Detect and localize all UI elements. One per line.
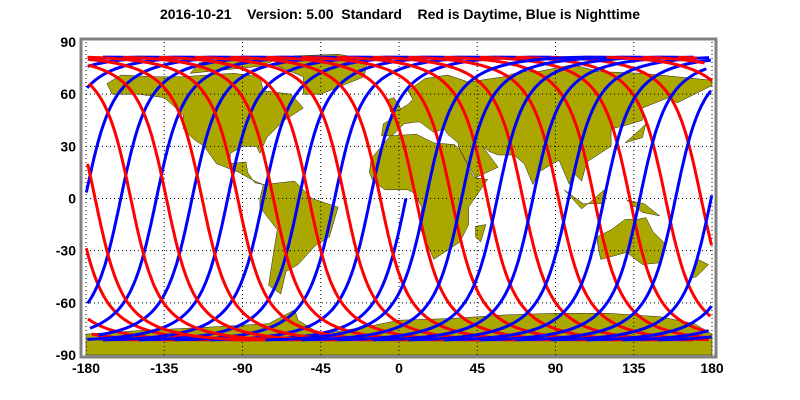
x-tick-label: 45 (469, 360, 485, 376)
y-tick-label: 90 (60, 34, 76, 50)
daytime-track (479, 55, 709, 334)
nighttime-track (336, 55, 678, 342)
daytime-track (86, 163, 266, 342)
daytime-track (87, 57, 373, 342)
y-tick-label: 0 (68, 191, 76, 207)
nighttime-track (87, 55, 409, 341)
daytime-track (550, 55, 714, 246)
y-tick-label: 30 (60, 138, 76, 154)
y-axis-ticks: 90 60 30 0 -30 -60 -90 (56, 34, 76, 363)
daytime-track (230, 55, 551, 342)
x-tick-label: 180 (700, 360, 724, 376)
daytime-track (158, 55, 480, 342)
orbit-tracks (84, 55, 714, 342)
x-tick-label: -90 (232, 360, 252, 376)
x-tick-label: 135 (622, 360, 646, 376)
plot-title: 2016-10-21 Version: 5.00 Standard Red is… (159, 6, 641, 22)
daytime-track (87, 82, 302, 342)
y-tick-label: -30 (56, 243, 76, 259)
land-eurasia (381, 64, 713, 186)
land-antarctica (85, 309, 713, 356)
nighttime-track (301, 55, 643, 342)
daytime-track (301, 55, 623, 342)
daytime-track (87, 63, 337, 342)
x-tick-label: -45 (311, 360, 331, 376)
daytime-track (642, 55, 705, 65)
nighttime-track (657, 335, 712, 342)
x-tick-label: 90 (548, 360, 564, 376)
land-madagascar (475, 224, 487, 243)
daytime-track (194, 55, 516, 342)
nighttime-track (89, 55, 338, 330)
x-tick-label: -135 (150, 360, 178, 376)
nighttime-track (479, 67, 707, 342)
y-tick-label: -90 (56, 347, 76, 363)
daytime-track (84, 247, 246, 342)
daytime-track (515, 55, 712, 318)
nighttime-track (515, 89, 712, 342)
nighttime-track (550, 195, 714, 342)
daytime-track (265, 55, 587, 342)
nighttime-track (245, 198, 408, 342)
daytime-track (677, 55, 697, 60)
y-tick-label: 60 (60, 86, 76, 102)
nighttime-track (443, 58, 712, 342)
nighttime-track (408, 56, 710, 342)
nighttime-track (586, 305, 713, 342)
daytime-track (87, 55, 409, 342)
x-axis-ticks: -180 -135 -90 -45 0 45 90 135 180 (72, 360, 724, 376)
plot-frame (79, 37, 718, 359)
nighttime-track (98, 55, 373, 337)
land-japan (624, 122, 647, 144)
nighttime-track (84, 55, 266, 193)
x-tick-label: 0 (395, 360, 403, 376)
x-tick-label: -180 (72, 360, 100, 376)
daytime-track (606, 55, 713, 82)
land-sumatra-borneo (564, 189, 605, 210)
daytime-track (123, 55, 444, 342)
y-tick-label: -60 (56, 295, 76, 311)
nighttime-track (265, 55, 607, 342)
nighttime-track (372, 55, 694, 342)
land-south-america (259, 180, 339, 295)
nighttime-track (622, 329, 709, 342)
land-masses (85, 53, 713, 356)
